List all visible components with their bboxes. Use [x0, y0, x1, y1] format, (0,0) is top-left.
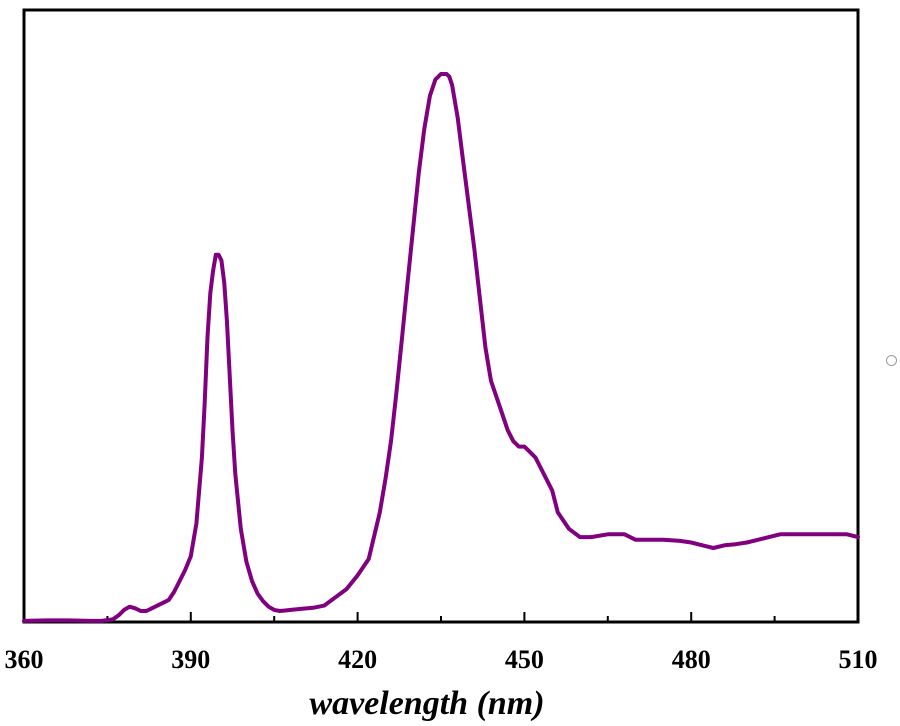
x-axis-tick-labels: 360 390 420 450 480 510	[5, 645, 878, 674]
plot-frame	[22, 8, 860, 624]
series-layer	[22, 72, 860, 623]
x-tick-label: 360	[5, 645, 44, 674]
x-axis-title: wavelength (nm)	[309, 685, 544, 722]
x-tick-label: 510	[839, 645, 878, 674]
x-tick-label: 390	[171, 645, 210, 674]
radio-indicator	[886, 355, 897, 366]
series-line-0	[22, 72, 860, 623]
x-tick-label: 420	[338, 645, 377, 674]
x-tick-label: 480	[672, 645, 711, 674]
x-tick-label: 450	[505, 645, 544, 674]
